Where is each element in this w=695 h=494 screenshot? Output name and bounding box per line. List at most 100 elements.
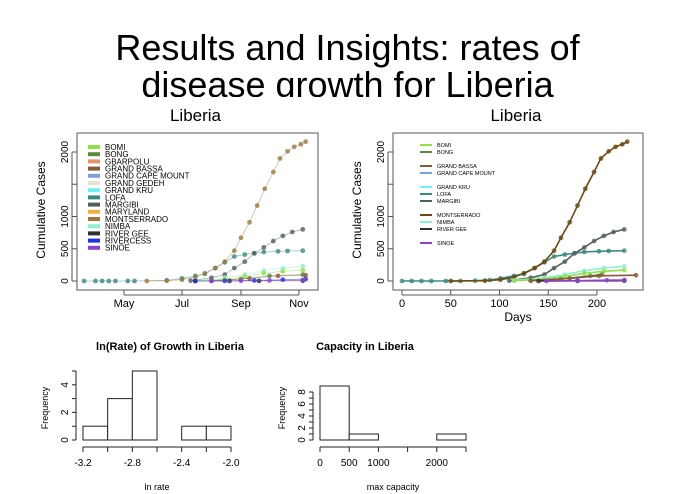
y-tick-label: 4 [60,382,71,388]
data-point [303,272,309,278]
legend-label: GRAND KRU [105,186,153,195]
x-tick-label: 0 [399,298,405,310]
data-point [521,270,527,276]
data-point [591,169,597,175]
legend-label: SINOE [437,241,454,247]
data-point [179,277,185,283]
data-point [532,265,537,271]
data-point [275,248,281,254]
data-point [261,270,267,276]
y-axis-label: Cumulative Cases [34,161,48,258]
data-point [482,278,488,284]
data-point [562,252,568,257]
legend-label: RIVER GEE [437,227,467,233]
data-point [270,169,276,175]
histogram-bar [348,433,379,441]
data-point [275,273,281,279]
y-tick-label: 1000 [376,205,387,228]
x-tick-label: 200 [588,298,606,310]
legend-label: LOFA [105,193,126,202]
data-point [291,144,297,150]
y-tick-label: 0 [60,278,71,284]
series-grand-bassa [528,272,639,284]
series-sinoe [209,277,306,284]
data-point [298,141,304,147]
x-tick-label: 100 [490,298,508,310]
x-tick-label: -2.8 [124,458,142,469]
legend-label: RIVER GEE [105,229,149,238]
histogram-bar [131,370,158,441]
legend-label: BONG [105,150,129,159]
y-tick-label: 500 [376,240,387,257]
data-point [506,278,512,284]
histogram-bar [436,433,467,441]
x-tick-label: Sep [231,298,251,310]
legend-label: GRAND GEDEH [105,179,165,188]
histogram-bar [205,425,232,441]
legend-label: BONG [437,150,453,156]
series-margibi [506,227,627,284]
y-tick-label: 0 [60,437,71,443]
data-point [247,219,252,225]
data-point [572,250,577,256]
data-point [300,267,306,273]
x-tick-label: Nov [289,298,309,310]
x-tick-label: 150 [539,298,557,310]
data-point [261,249,267,255]
data-point [606,148,612,154]
plot-frame [76,132,319,291]
data-point [285,148,290,154]
legend-label: GRAND BASSA [437,164,477,170]
histogram-bar [181,425,207,441]
legend-label: MONTSERRADO [437,213,481,219]
legend-label: GRAND CAPE MOUNT [105,172,190,181]
data-point [511,278,517,284]
plot-frame [392,132,644,291]
histogram-bar [82,425,109,441]
y-tick-label: 0 [376,278,387,284]
series-line [195,269,303,282]
x-axis-label: Days [504,310,531,324]
chart-2: Liberia 0 500 1000 2000 Cumulative Cases 0 50 10… [350,106,644,324]
data-point [125,278,131,284]
data-point [280,268,286,274]
series-montserrado [448,139,630,284]
legend-label: BOMI [437,143,452,149]
data-point [188,278,193,284]
legend-label: MARGIBI [437,199,461,205]
histogram-bar [319,385,350,441]
data-point [261,245,267,250]
series-line [514,265,625,282]
legend-label: GRAND BASSA [105,164,163,173]
data-point [567,276,573,281]
legend-label: GBARPOLU [105,157,150,166]
legend-label: GRAND CAPE MOUNT [437,171,496,177]
data-point [267,273,272,279]
data-point [598,156,604,161]
data-point [567,219,573,225]
data-point [624,139,630,145]
data-point [113,278,118,284]
series-montserrado [144,139,309,284]
data-point [285,248,290,254]
y-tick-label: 1000 [60,205,71,228]
data-point [164,278,170,284]
data-point [242,274,248,279]
data-point [543,278,549,284]
x-tick-label: 1000 [367,458,390,469]
data-point [251,250,257,256]
data-point [448,278,454,284]
data-point [591,238,597,244]
x-axis-label: ln rate [144,482,169,492]
data-point [581,245,587,250]
x-tick-label: -2.0 [222,458,240,469]
data-point [581,270,587,276]
data-point [601,233,607,239]
data-point [222,259,228,265]
data-point [144,278,150,284]
data-point [289,229,295,235]
data-point [409,278,415,284]
series-line [450,140,628,282]
legend-label: MARGIBI [105,200,139,209]
